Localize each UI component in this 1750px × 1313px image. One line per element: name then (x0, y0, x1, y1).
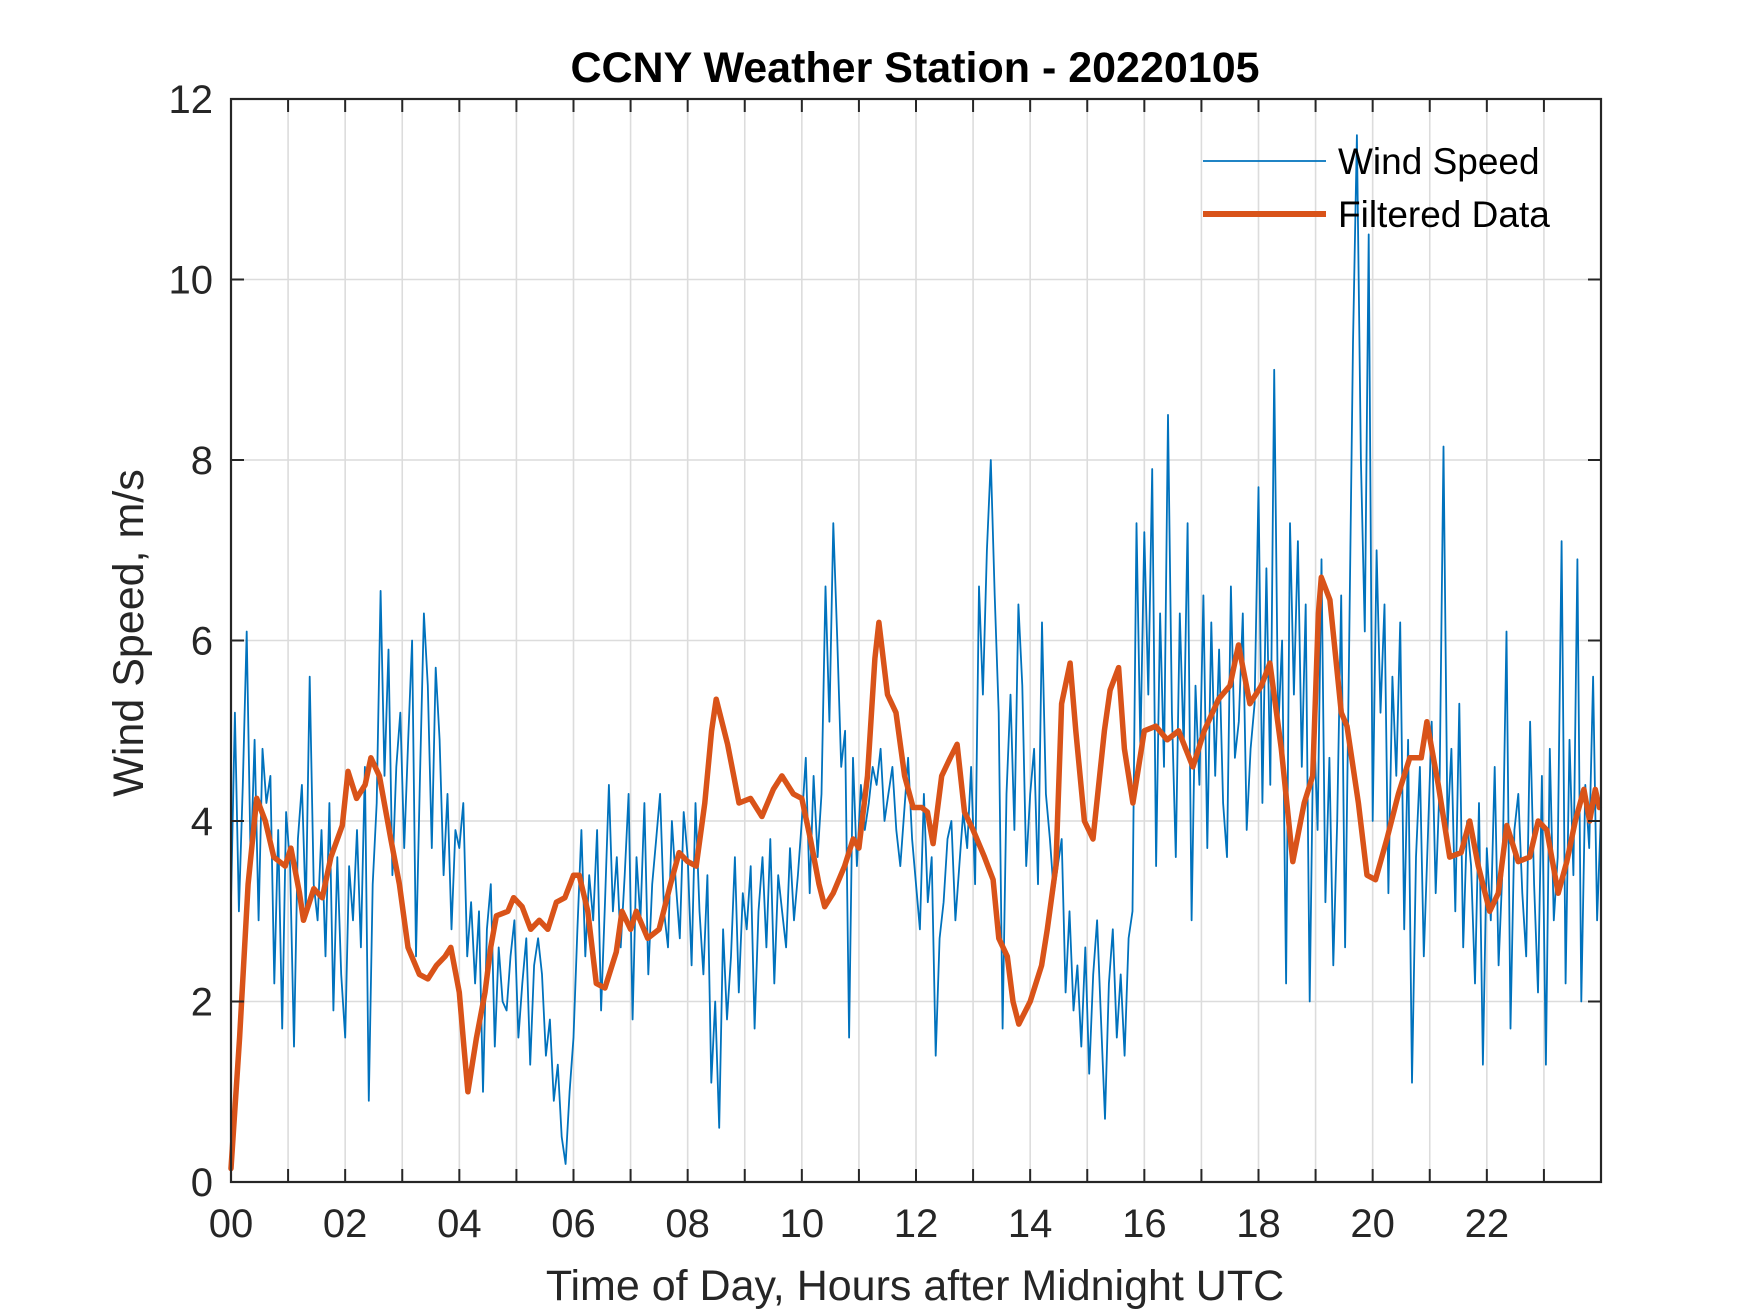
y-tick-label: 2 (191, 981, 213, 1025)
axis-ticks (230, 98, 1602, 1183)
legend: Wind Speed Filtered Data (1203, 141, 1550, 235)
x-tick-label: 12 (894, 1202, 939, 1246)
y-tick-label: 4 (191, 800, 213, 844)
x-tick-label: 00 (209, 1202, 254, 1246)
x-tick-label: 22 (1465, 1202, 1510, 1246)
chart-title: CCNY Weather Station - 20220105 (570, 44, 1259, 92)
filtered-data-line (228, 574, 1603, 1172)
wind-speed-line (230, 134, 1602, 1165)
legend-label-wind-speed: Wind Speed (1338, 141, 1540, 182)
x-tick-label: 18 (1236, 1202, 1281, 1246)
wind-speed-series (230, 134, 1602, 1165)
y-tick-label: 6 (191, 620, 213, 664)
legend-label-filtered-data: Filtered Data (1338, 194, 1550, 235)
x-tick-label: 06 (551, 1202, 596, 1246)
x-tick-label: 04 (437, 1202, 482, 1246)
y-tick-label: 12 (169, 78, 214, 122)
filtered-data-series (228, 574, 1603, 1172)
y-axis-label: Wind Speed, m/s (105, 469, 153, 796)
y-tick-label: 8 (191, 439, 213, 483)
x-tick-labels: 00 02 04 06 08 10 12 14 16 18 20 22 (209, 1202, 1509, 1246)
y-tick-labels: 0 2 4 6 8 10 12 (169, 78, 214, 1205)
x-tick-label: 08 (665, 1202, 710, 1246)
x-tick-label: 16 (1122, 1202, 1167, 1246)
x-tick-label: 20 (1350, 1202, 1395, 1246)
x-axis-label: Time of Day, Hours after Midnight UTC (546, 1262, 1284, 1310)
grid-lines (231, 99, 1601, 1182)
y-tick-label: 10 (169, 259, 214, 303)
y-tick-label: 0 (191, 1161, 213, 1205)
x-tick-label: 10 (780, 1202, 825, 1246)
x-tick-label: 14 (1008, 1202, 1053, 1246)
x-tick-label: 02 (323, 1202, 368, 1246)
